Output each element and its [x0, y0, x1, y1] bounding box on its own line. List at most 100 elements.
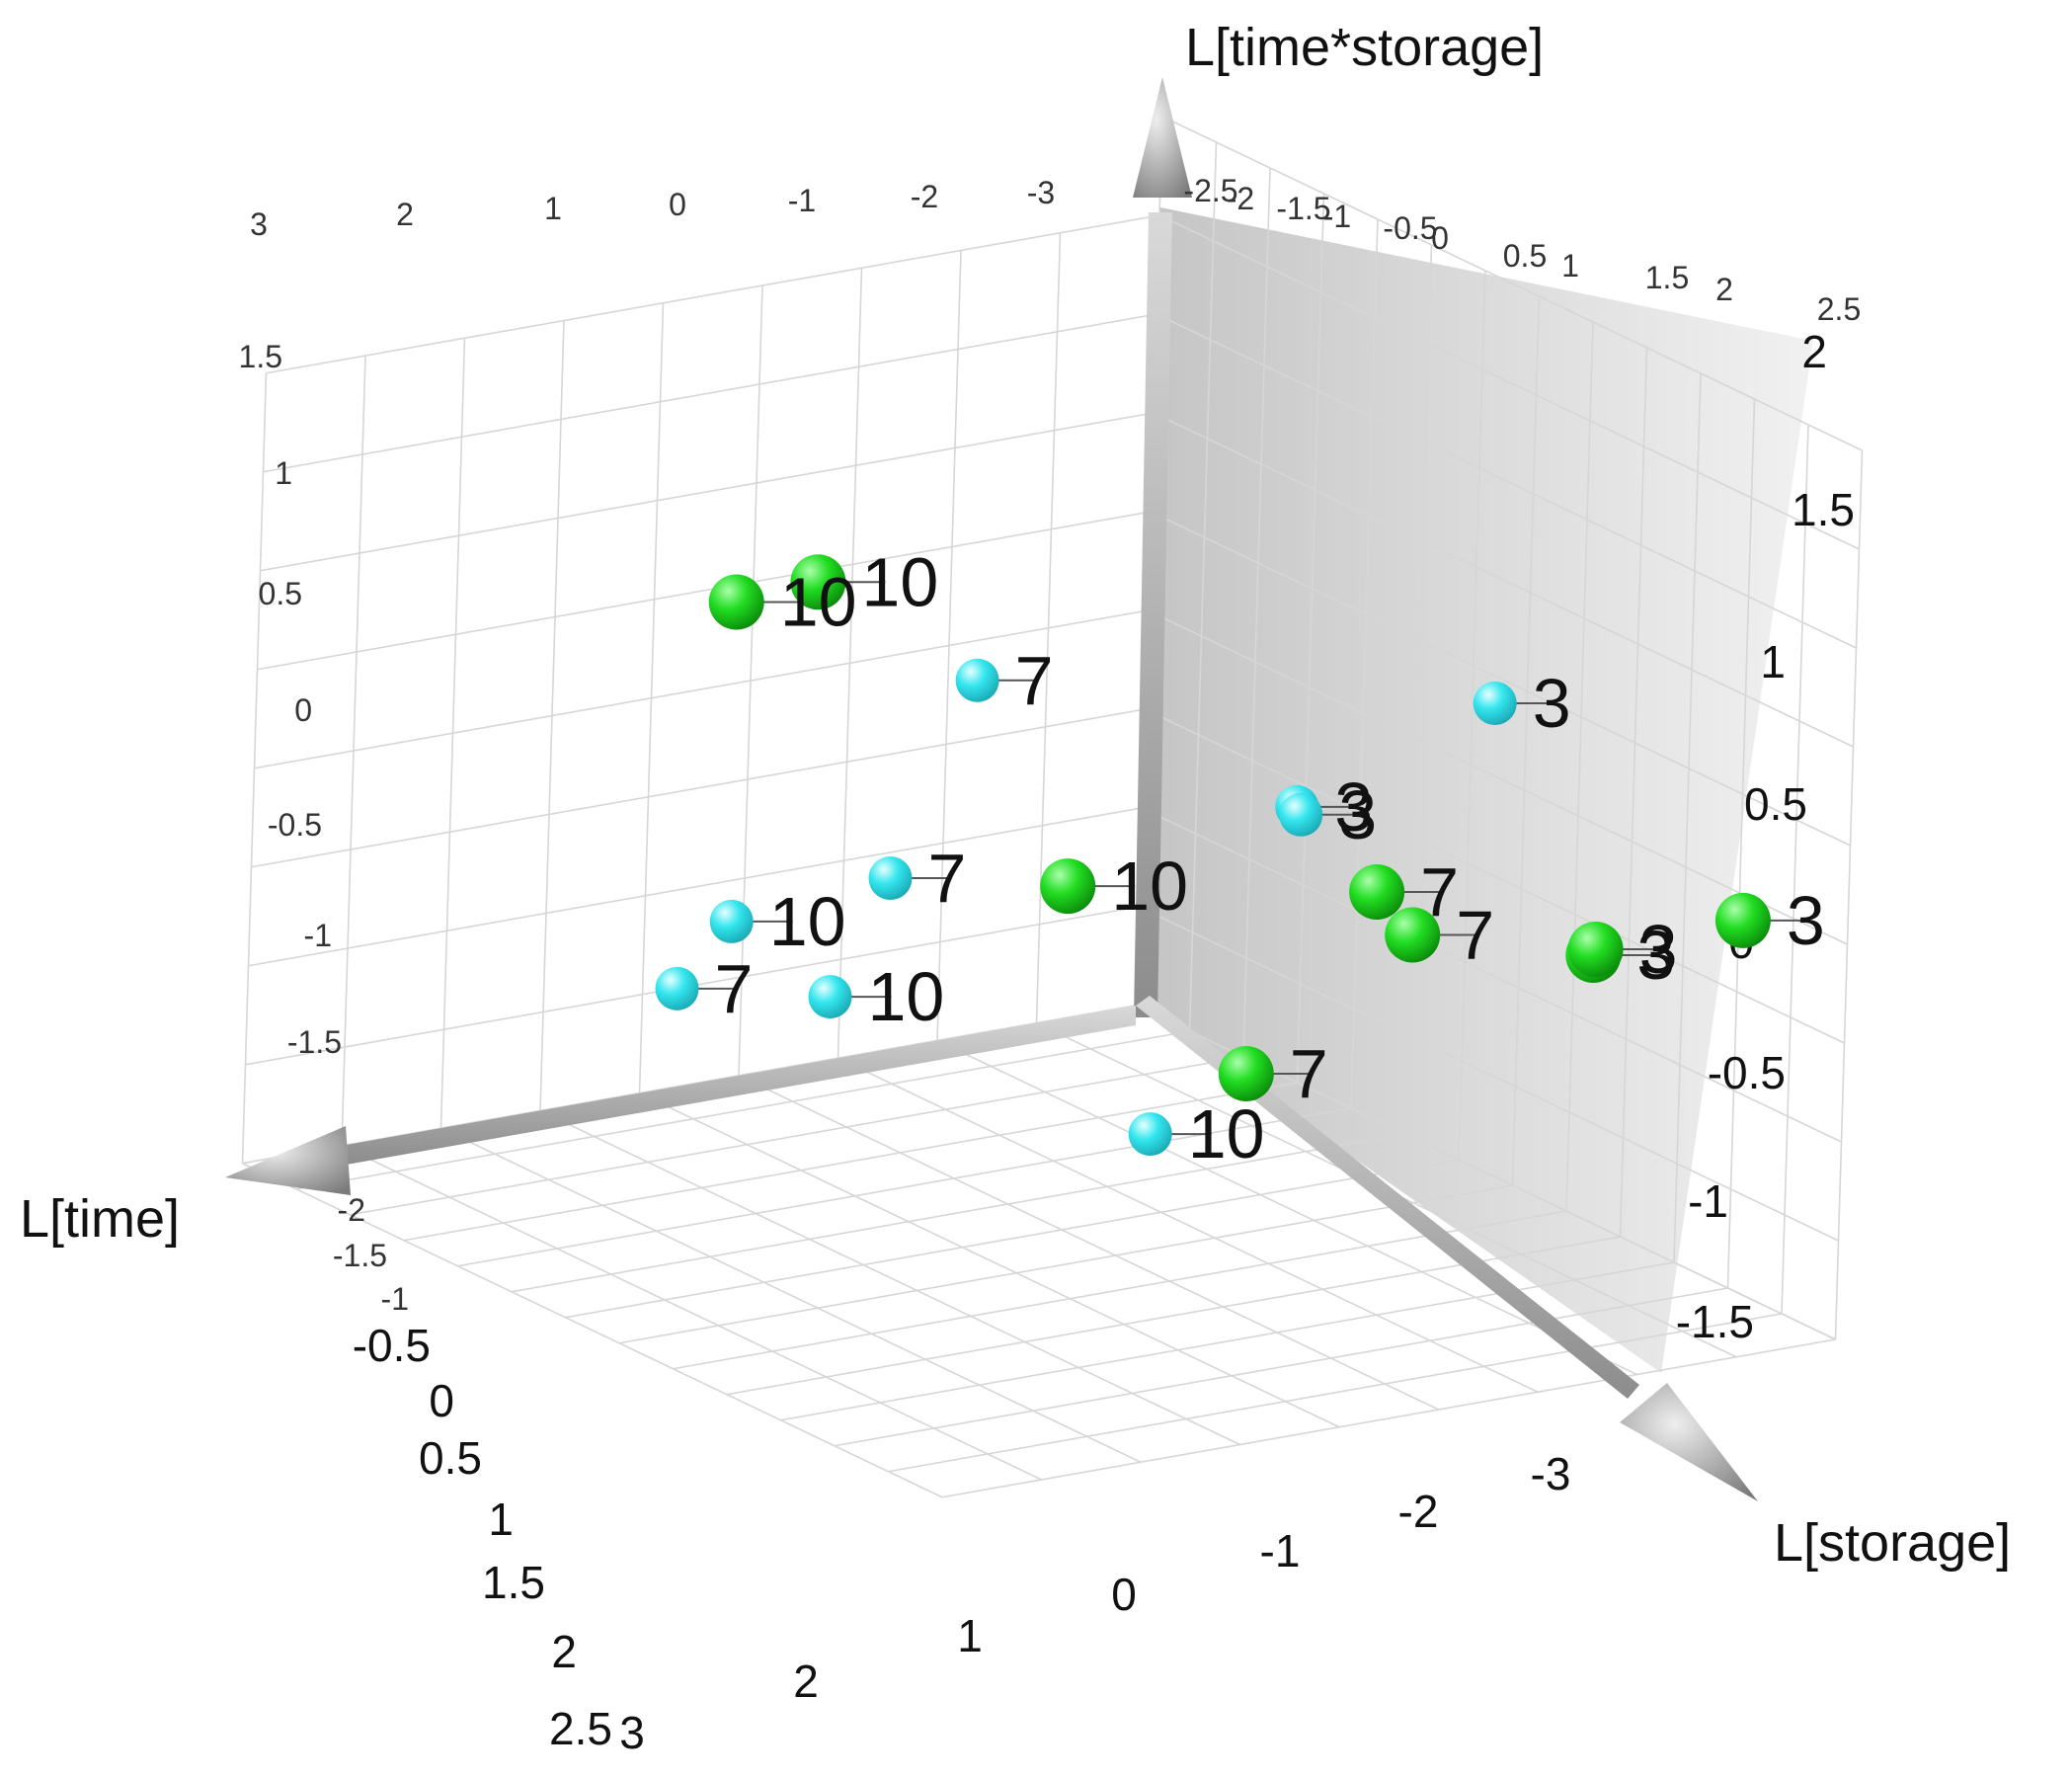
- tick-label: -1: [1688, 1175, 1728, 1227]
- grid-line: [834, 1287, 1728, 1447]
- grid-line: [837, 1057, 1539, 1393]
- storage-axis-arrow: [1620, 1383, 1758, 1501]
- tick-label: -1: [1260, 1525, 1301, 1576]
- tick-label: 0.5: [259, 576, 302, 611]
- grid-line: [263, 313, 1157, 473]
- grid-line: [1458, 270, 1486, 1161]
- tick-label: 1: [275, 455, 292, 491]
- point-label: 10: [1111, 848, 1188, 925]
- side-right-ticks: 2 1.5 1 0.5 0 -0.5 -1 -1.5: [1676, 326, 1855, 1347]
- tick-label: 0: [1111, 1569, 1137, 1620]
- grid-line: [1161, 116, 1863, 451]
- grid-line: [539, 1109, 1240, 1446]
- tick-label: 1: [1561, 248, 1579, 283]
- data-point: 10: [808, 958, 944, 1035]
- data-point: 3: [1567, 911, 1678, 988]
- data-point: 10: [1040, 848, 1188, 925]
- x-axis-title: L[time]: [20, 1189, 180, 1249]
- point-marker: [1128, 1112, 1172, 1157]
- tick-label: -2: [338, 1192, 365, 1228]
- grid-line: [1565, 321, 1594, 1212]
- grid-line: [260, 412, 1155, 572]
- point-label: 7: [715, 950, 754, 1027]
- point-marker: [655, 966, 699, 1010]
- grid-line: [295, 1030, 1190, 1190]
- point-marker: [790, 554, 846, 610]
- grid-line: [1242, 167, 1271, 1058]
- grid-line: [1726, 398, 1756, 1289]
- grid-line: [257, 511, 1152, 671]
- point-label: 3: [1338, 776, 1377, 853]
- grid-line: [266, 214, 1160, 374]
- z-axis-title: L[time*storage]: [1185, 18, 1544, 77]
- point-marker: [1714, 892, 1771, 948]
- grid-line: [888, 1313, 1783, 1473]
- tick-label: 0: [1431, 220, 1449, 256]
- point-marker: [1040, 858, 1096, 915]
- tick-label: -1.5: [287, 1024, 342, 1060]
- data-point: 10: [708, 564, 857, 641]
- tick-label: 1.5: [1792, 484, 1855, 535]
- point-label: 7: [1456, 897, 1494, 974]
- point-marker: [1218, 1046, 1274, 1101]
- tick-label: -1.5: [333, 1238, 387, 1273]
- point-marker: [708, 574, 764, 630]
- grid-line: [1144, 708, 1845, 1044]
- floor-front-ticks: 3 2 1 0 -1 -2 -3: [619, 1448, 1570, 1758]
- side-top-ticks: -2.5 -2 -1.5 -1 -0.5 0 0.5 1 1.5 2 2.5: [1183, 173, 1861, 327]
- grid-line: [1150, 511, 1851, 847]
- data-point: 3: [1714, 882, 1825, 959]
- tick-label: 1: [544, 191, 562, 226]
- grid-line: [440, 1127, 1142, 1463]
- grid-line: [350, 1056, 1244, 1216]
- side-wall-grid: [1135, 116, 1864, 1340]
- tick-label: 0: [669, 187, 686, 222]
- grid-line: [936, 1039, 1637, 1376]
- data-point: 3: [1473, 665, 1571, 742]
- grid-line: [941, 1338, 1836, 1498]
- point-label: 3: [1639, 911, 1678, 988]
- data-point: 3: [1279, 776, 1377, 853]
- tick-label: -0.5: [1708, 1047, 1786, 1098]
- tick-label: -2: [1227, 181, 1254, 216]
- tick-label: -1: [1323, 199, 1351, 234]
- grid-line: [673, 1210, 1567, 1370]
- grid-line: [1781, 424, 1809, 1315]
- tick-label: -1: [304, 918, 332, 953]
- tick-label: 2: [1801, 326, 1827, 377]
- grid-line: [738, 1075, 1439, 1411]
- tick-label: -0.5: [1383, 210, 1437, 246]
- point-label: 10: [769, 883, 846, 960]
- back-left-ticks: 1.5 1 0.5 0 -0.5 -1 -1.5: [239, 339, 342, 1060]
- data-point: 10: [709, 883, 846, 960]
- point-label: 3: [1533, 665, 1571, 742]
- grid-line: [1296, 193, 1325, 1084]
- point-marker: [709, 899, 754, 943]
- data-point: 7: [955, 642, 1054, 719]
- tick-label: 2: [1715, 272, 1733, 307]
- grid-line: [726, 1236, 1621, 1396]
- tick-label: -3: [1531, 1448, 1571, 1499]
- grid-line: [511, 1133, 1405, 1293]
- point-marker: [1349, 864, 1405, 920]
- tick-label: 1: [957, 1610, 983, 1661]
- grid-line: [251, 708, 1146, 868]
- grid-line: [242, 1163, 943, 1498]
- grid-line: [248, 807, 1143, 967]
- tick-label: 0: [429, 1375, 454, 1426]
- tick-label: -0.5: [353, 1320, 431, 1371]
- grid-line: [1156, 313, 1857, 649]
- point-marker: [1385, 907, 1441, 963]
- data-point: 7: [868, 840, 966, 917]
- grid-line: [403, 1082, 1298, 1242]
- point-marker: [1473, 682, 1517, 725]
- grid-line: [565, 1159, 1460, 1319]
- grid-line: [639, 1092, 1340, 1428]
- data-point: 10: [1128, 1095, 1265, 1172]
- grid-line: [1673, 372, 1702, 1263]
- grid-line: [1619, 347, 1648, 1238]
- tick-label: -1.5: [1676, 1296, 1754, 1347]
- tick-label: -1: [788, 183, 816, 218]
- point-label: 10: [1188, 1095, 1265, 1172]
